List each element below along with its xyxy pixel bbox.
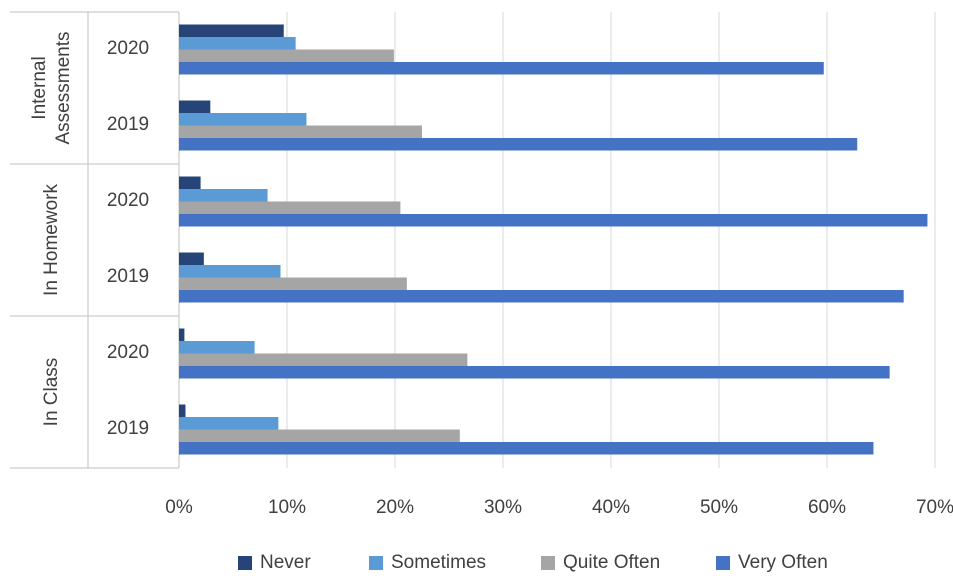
bar-quite-often-in-class-2019 <box>179 429 460 442</box>
bar-sometimes-internal-assessments-2019 <box>179 113 307 126</box>
group-label-internal-assessments: Internal <box>29 56 50 119</box>
bar-quite-often-in-homework-2019 <box>179 277 407 290</box>
x-axis-ticks: 0% 10% 20% 30% 40% 50% 60% 70% <box>165 497 953 518</box>
bar-sometimes-in-homework-2020 <box>179 189 268 202</box>
group-label-in-class: In Class <box>41 358 62 427</box>
legend-item-sometimes: Sometimes <box>369 552 486 574</box>
axis-lines <box>10 11 180 469</box>
bar-never-in-class-2019 <box>179 404 186 417</box>
bar-sometimes-in-class-2019 <box>179 417 279 430</box>
legend-swatch-never <box>238 556 252 570</box>
x-tick-label: 50% <box>700 497 738 518</box>
year-label: 2019 <box>107 114 149 135</box>
bar-very-often-internal-assessments-2020 <box>179 62 824 75</box>
bar-sometimes-in-class-2020 <box>179 341 255 354</box>
legend-item-never: Never <box>238 552 311 574</box>
bar-very-often-in-homework-2020 <box>179 214 928 227</box>
bar-never-internal-assessments-2019 <box>179 100 211 113</box>
legend-item-quite-often: Quite Often <box>541 552 660 574</box>
x-tick-label: 30% <box>484 497 522 518</box>
year-label: 2019 <box>107 266 149 287</box>
bar-quite-often-in-class-2020 <box>179 353 468 366</box>
bar-very-often-in-homework-2019 <box>179 290 904 303</box>
bar-very-often-in-class-2020 <box>179 366 890 379</box>
year-label: 2020 <box>107 342 149 363</box>
year-label: 2020 <box>107 38 149 59</box>
group-label-in-homework: In Homework <box>41 184 62 296</box>
x-tick-label: 70% <box>916 497 953 518</box>
legend-swatch-sometimes <box>369 556 383 570</box>
bar-sometimes-internal-assessments-2020 <box>179 37 296 50</box>
x-tick-label: 0% <box>165 497 193 518</box>
bar-very-often-internal-assessments-2019 <box>179 138 858 151</box>
legend-swatch-very-often <box>716 556 730 570</box>
year-label: 2020 <box>107 190 149 211</box>
bar-quite-often-internal-assessments-2019 <box>179 125 422 138</box>
bar-never-in-class-2020 <box>179 328 185 341</box>
group-label-internal-assessments: Assessments <box>53 32 74 145</box>
bar-never-in-homework-2020 <box>179 176 201 189</box>
legend-label-sometimes: Sometimes <box>391 552 487 573</box>
legend-swatch-quite-often <box>541 556 555 570</box>
gridlines <box>286 12 936 468</box>
legend-label-never: Never <box>260 552 311 573</box>
bar-sometimes-in-homework-2019 <box>179 265 281 278</box>
bar-never-in-homework-2019 <box>179 252 204 265</box>
legend: Never Sometimes Quite Often Very Often <box>0 552 953 578</box>
bars <box>179 24 928 455</box>
legend-item-very-often: Very Often <box>716 552 828 574</box>
bar-quite-often-internal-assessments-2020 <box>179 49 394 62</box>
category-labels: 2020 2019 2020 2019 2020 2019 Internal Assessme… <box>29 32 149 439</box>
bar-chart: 0% 10% 20% 30% 40% 50% 60% 70% 2020 2019 2020 2019… <box>10 11 953 518</box>
x-tick-label: 10% <box>268 497 306 518</box>
bar-quite-often-in-homework-2020 <box>179 201 401 214</box>
legend-label-very-often: Very Often <box>738 552 828 573</box>
x-tick-label: 40% <box>592 497 630 518</box>
x-tick-label: 20% <box>376 497 414 518</box>
x-tick-label: 60% <box>808 497 846 518</box>
bar-never-internal-assessments-2020 <box>179 24 284 37</box>
bar-very-often-in-class-2019 <box>179 442 874 455</box>
legend-label-quite-often: Quite Often <box>563 552 661 573</box>
year-label: 2019 <box>107 418 149 439</box>
